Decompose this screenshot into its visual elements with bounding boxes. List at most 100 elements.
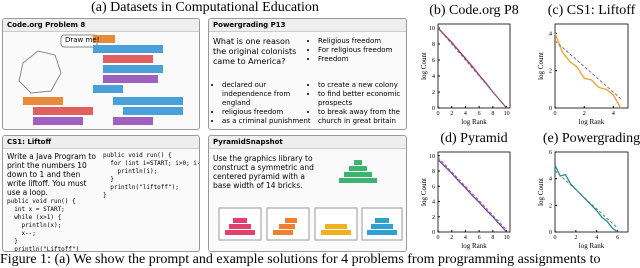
panel-title: Powergrading P13 [209,19,406,32]
plot-frame [554,23,629,109]
x-tick-label: 8 [491,111,494,117]
bubble: Draw me! [65,36,100,44]
y-tick-label: 4 [549,31,552,37]
x-axis-label: log Rank [579,242,605,250]
code-line: println("Liftoff") [7,246,80,252]
x-tick-label: 4 [612,111,615,117]
y-tick-label: 6 [549,150,552,156]
y-axis-label: log Count [537,178,545,206]
answer-list: declared our independence from englandre… [213,81,312,126]
y-tick-label: 2 [549,69,552,75]
y-axis-label: log Count [537,52,545,80]
x-axis-label: log Rank [461,242,487,250]
code-line: println(i); [103,168,158,175]
x-tick-label: 0 [554,235,557,241]
pyramid-images [218,160,403,241]
series-line [554,170,618,229]
answer: to break away from the church in great b… [318,108,406,126]
chart-title: (d) Pyramid [440,131,507,146]
y-tick-label: 0 [549,230,552,236]
panel-title: Code.org Problem 8 [3,19,199,32]
code-line: println(x); [7,222,62,229]
x-axis-label: log Rank [461,118,487,126]
code-line: println("liftoff"); [103,184,179,191]
y-tick-label: 2 [432,215,435,221]
x-tick-label: 10 [504,111,510,117]
y-tick-label: 6 [432,184,435,190]
series-line [554,165,618,233]
figure-title: (a) Datasets in Computational Education [91,0,319,15]
answer-list: to create a new colonyto find better eco… [309,81,406,126]
x-tick-label: 2 [450,111,453,117]
y-tick-label: 8 [432,169,435,175]
code-line: } [7,238,18,245]
chart-title: (c) CS1: Liftoff [548,3,636,18]
series-line [437,159,508,233]
y-tick-label: 4 [432,200,435,206]
panel: PyramidSnapshot Use the graphics library… [208,135,407,252]
question: What is one reason the original colonist… [213,37,297,66]
caption: Figure 1: (a) We show the prompt and exa… [0,252,601,267]
panel: Powergrading P13 What is one reason the … [208,18,407,130]
x-tick-label: 6 [616,235,619,241]
answer: to create a new colony [318,81,406,90]
panel: Code.org Problem 8 Draw me! [2,18,200,130]
answer: Freedom [318,55,406,64]
code-line: for (int i=START; i>0; i--) { [110,160,200,167]
answer: as a criminal punishment [222,117,312,126]
series-line [554,40,622,100]
y-tick-label: 6 [432,58,435,64]
series-line [437,156,507,231]
chart-title: (e) Powergrading [543,131,640,146]
y-axis-label: log Count [420,52,428,80]
answer: Religious freedom [318,37,406,46]
blocks-art [18,34,183,125]
series-line [437,27,507,109]
charts: (b) Code.org P8 0 2 4 6 8 10 0 2 4 6 8 10 log Rank log… [420,3,640,250]
y-axis-label: log Count [420,178,428,206]
y-tick-label: 0 [432,106,435,112]
panel: CS1: Liftoff Write a Java Program to pri… [2,135,200,252]
x-tick-label: 2 [583,111,586,117]
answer-list: Religious freedomFor religious freedomFr… [309,37,406,64]
code: public void run() { for (int i=START; i>… [103,152,200,200]
prompt: Use the graphics library to construct a … [213,154,314,190]
x-tick-label: 0 [437,235,440,241]
x-tick-label: 4 [595,235,598,241]
plot-frame [437,23,511,109]
code-line: public void run() { [103,152,172,159]
prompt: Write a Java Program to print the number… [7,152,96,197]
x-axis-label: log Rank [579,118,605,126]
answer: declared our independence from england [222,81,312,108]
x-tick-label: 6 [478,235,481,241]
x-tick-label: 0 [437,111,440,117]
panel-title: CS1: Liftoff [3,136,199,149]
answer: For religious freedom [318,46,406,55]
y-tick-label: 4 [549,177,552,183]
plot-frame [437,151,511,233]
panel-title: PyramidSnapshot [209,136,406,149]
y-tick-label: 10 [429,26,435,32]
chart-title: (b) Code.org P8 [429,3,519,18]
y-tick-label: 4 [432,74,435,80]
y-tick-label: 0 [432,230,435,236]
y-tick-label: 2 [432,90,435,96]
x-tick-label: 8 [491,235,494,241]
y-tick-label: 0 [549,106,552,112]
x-tick-label: 4 [464,111,467,117]
y-tick-label: 8 [432,42,435,48]
answer: to find better economic prospects [318,90,406,108]
x-tick-label: 6 [478,111,481,117]
plot-frame [554,151,629,233]
y-tick-label: 2 [549,203,552,209]
code-line: int x = START; [7,206,65,213]
x-tick-label: 0 [554,111,557,117]
x-tick-label: 2 [574,235,577,241]
code-line: x--; [7,230,36,237]
answer: religious freedom [222,108,312,117]
x-tick-label: 10 [504,235,510,241]
code-line: } [103,176,114,183]
x-tick-label: 2 [450,235,453,241]
y-tick-label: 10 [429,154,435,160]
